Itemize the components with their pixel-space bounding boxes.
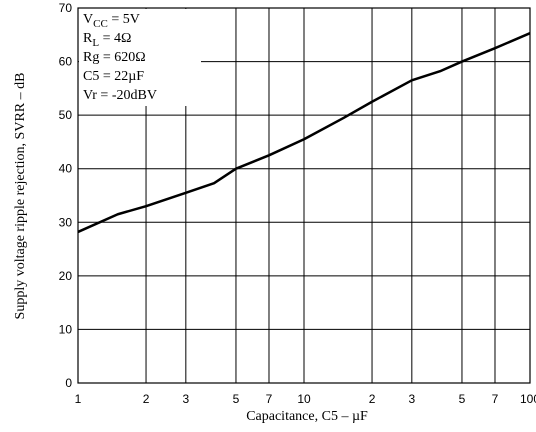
legend-box (79, 9, 201, 106)
plot-frame (77, 7, 531, 384)
annotation-part: Vr = -20dBV (83, 88, 157, 103)
x-tick-label: 100 (520, 392, 536, 406)
y-axis-label: Supply voltage ripple rejection, SVRR – … (13, 73, 28, 320)
annotation-part: V (83, 12, 93, 27)
x-tick-label: 5 (459, 392, 466, 406)
annotation-part: = 4Ω (99, 31, 131, 46)
x-tick-label: 3 (182, 392, 189, 406)
annotation-part: = 5V (108, 12, 140, 27)
annotation-part: L (92, 37, 99, 49)
y-tick-label: 70 (59, 1, 73, 15)
x-tick-label: 7 (492, 392, 499, 406)
x-tick-label: 5 (233, 392, 240, 406)
annotation: Rg = 620Ω (83, 50, 146, 65)
x-tick-label: 3 (408, 392, 415, 406)
data-line (77, 32, 531, 234)
x-axis-label: Capacitance, C5 – µF (246, 409, 368, 424)
x-tick-label: 7 (266, 392, 273, 406)
x-tick-label: 2 (143, 392, 150, 406)
x-tick-label: 1 (75, 392, 82, 406)
annotation: VCC = 5V (83, 12, 140, 30)
y-tick-label: 60 (59, 55, 73, 69)
y-tick-label: 20 (59, 269, 73, 283)
x-tick-label: 10 (297, 392, 311, 406)
annotation: C5 = 22µF (83, 69, 144, 84)
y-tick-label: 30 (59, 215, 73, 229)
y-tick-label: 40 (59, 162, 73, 176)
x-tick-label: 2 (369, 392, 376, 406)
y-tick-label: 0 (65, 376, 72, 390)
annotation-part: Rg = 620Ω (83, 50, 146, 65)
y-tick-label: 50 (59, 108, 73, 122)
annotation: RL = 4Ω (83, 31, 131, 49)
annotation-part: C5 = 22µF (83, 69, 144, 84)
y-tick-label: 10 (59, 322, 73, 336)
annotation: Vr = -20dBV (83, 88, 157, 103)
annotation-part: CC (93, 18, 108, 30)
annotation-part: R (83, 31, 93, 46)
